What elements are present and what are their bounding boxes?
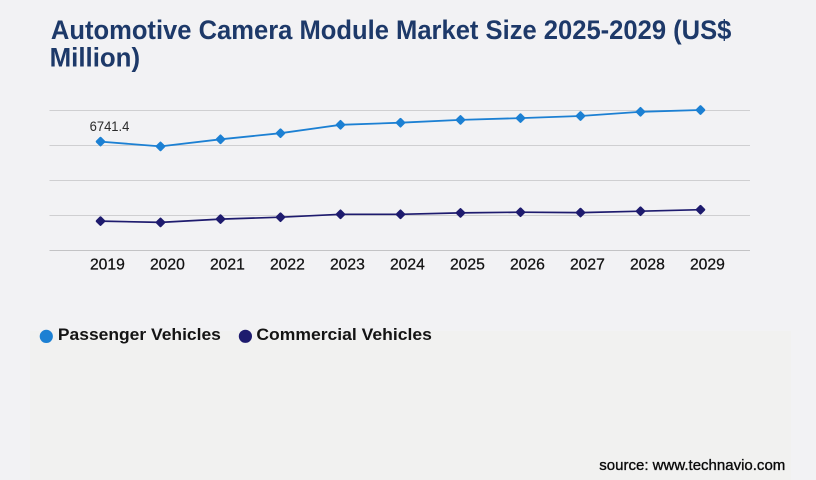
- svg-text:2024: 2024: [390, 257, 425, 274]
- svg-text:source: www.technavio.com: source: www.technavio.com: [599, 457, 785, 474]
- svg-text:6741.4: 6741.4: [90, 119, 130, 135]
- svg-text:2026: 2026: [510, 257, 545, 274]
- svg-text:2021: 2021: [210, 257, 245, 274]
- svg-text:2028: 2028: [630, 257, 665, 274]
- svg-text:Million): Million): [50, 43, 141, 73]
- svg-text:2019: 2019: [90, 257, 125, 274]
- svg-text:2027: 2027: [570, 257, 605, 274]
- svg-text:2029: 2029: [690, 257, 725, 274]
- svg-text:Automotive Camera Module Marke: Automotive Camera Module Market Size 202…: [51, 15, 732, 45]
- svg-text:2025: 2025: [450, 257, 485, 274]
- svg-text:2020: 2020: [150, 257, 185, 274]
- svg-text:2022: 2022: [270, 257, 305, 274]
- svg-text:Commercial Vehicles: Commercial Vehicles: [256, 325, 432, 344]
- svg-text:Passenger Vehicles: Passenger Vehicles: [58, 325, 221, 344]
- svg-text:2023: 2023: [330, 257, 365, 274]
